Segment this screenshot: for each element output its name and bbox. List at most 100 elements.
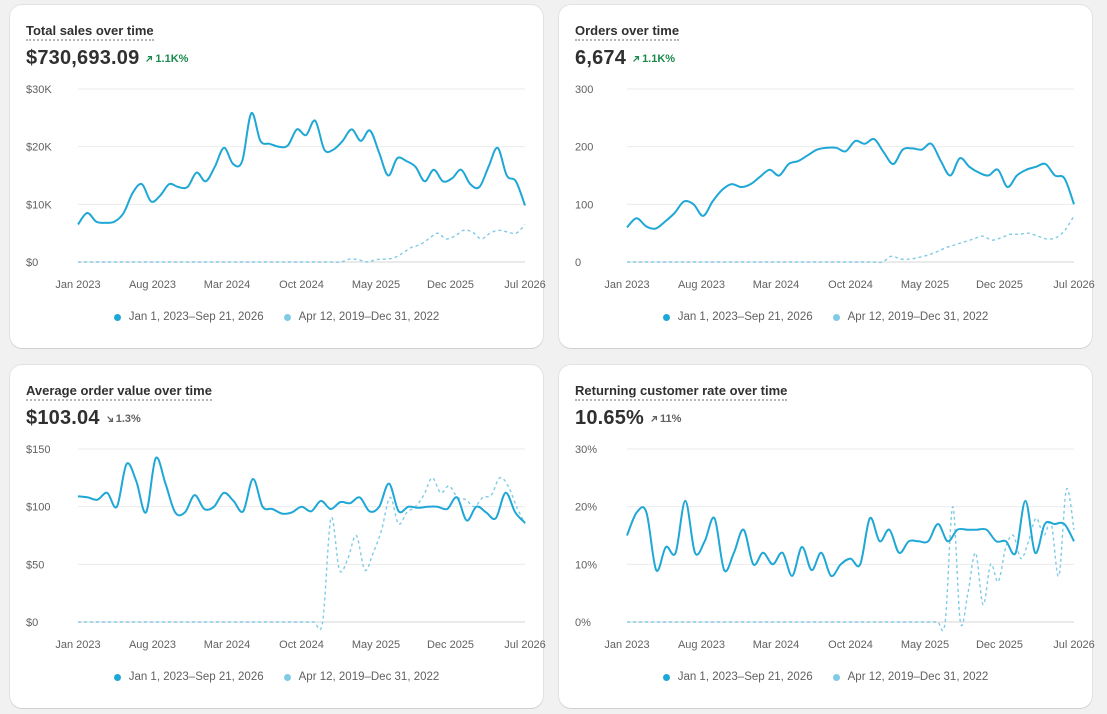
y-tick-label: 20% xyxy=(575,502,597,514)
y-tick-label: 30% xyxy=(575,444,597,456)
x-tick-label: Aug 2023 xyxy=(129,639,176,651)
x-tick-label: Aug 2023 xyxy=(678,279,725,291)
x-tick-label: Mar 2024 xyxy=(753,279,799,291)
legend-label: Jan 1, 2023–Sep 21, 2026 xyxy=(677,671,813,683)
chart-plot: 0% 10% 20% 30% Jan 2023 Aug 2023 Mar 2024 Oct 2… xyxy=(575,444,1095,651)
change-value: 1.1K% xyxy=(642,52,676,65)
comparison-series-line[interactable] xyxy=(77,224,526,263)
metric-value: 10.65% xyxy=(575,407,645,429)
change-value: 11% xyxy=(660,412,682,425)
chart-legend: Jan 1, 2023–Sep 21, 2026 Apr 12, 2019–De… xyxy=(559,671,1092,683)
x-tick-label: Jan 2023 xyxy=(55,639,100,651)
x-tick-label: Jul 2026 xyxy=(504,639,546,651)
x-tick-label: Oct 2024 xyxy=(279,279,324,291)
x-tick-label: Jan 2023 xyxy=(55,279,100,291)
metric-value: $103.04 xyxy=(26,407,100,429)
change-badge: 1.1K% xyxy=(145,53,188,65)
x-tick-label: Mar 2024 xyxy=(753,639,799,651)
x-tick-label: Oct 2024 xyxy=(279,639,324,651)
x-tick-label: Jan 2023 xyxy=(604,279,649,291)
legend-label: Apr 12, 2019–Dec 31, 2022 xyxy=(298,311,440,323)
legend-dot xyxy=(832,673,840,681)
x-tick-label: Dec 2025 xyxy=(427,279,474,291)
x-tick-label: Dec 2025 xyxy=(976,279,1023,291)
comparison-series-line[interactable] xyxy=(626,215,1075,264)
legend-item-comparison[interactable]: Apr 12, 2019–Dec 31, 2022 xyxy=(832,311,989,323)
legend-label: Apr 12, 2019–Dec 31, 2022 xyxy=(847,311,989,323)
y-tick-label: $150 xyxy=(26,444,50,456)
arrow-up-right-icon xyxy=(633,55,640,62)
x-tick-label: May 2025 xyxy=(352,639,400,651)
metric-value: 6,674 xyxy=(575,47,627,69)
y-tick-label: $0 xyxy=(26,617,38,629)
metric-row: 6,674 1.1K% xyxy=(575,47,675,70)
change-value: 1.3% xyxy=(115,412,141,425)
y-tick-label: 10% xyxy=(575,559,597,571)
primary-series-line[interactable] xyxy=(626,137,1075,230)
chart-plot: 0 100 200 300 Jan 2023 Aug 2023 Mar 2024 Oct 20… xyxy=(575,84,1095,291)
change-badge: 11% xyxy=(650,413,681,425)
arrow-up-right-icon xyxy=(651,415,658,422)
x-tick-label: Mar 2024 xyxy=(204,279,250,291)
change-badge: 1.1K% xyxy=(632,53,675,65)
legend-dot xyxy=(113,313,121,321)
y-tick-label: 0 xyxy=(575,257,581,269)
y-tick-label: 100 xyxy=(575,199,593,211)
x-tick-label: May 2025 xyxy=(901,639,949,651)
y-tick-label: $20K xyxy=(26,142,52,154)
legend-dot xyxy=(113,673,121,681)
x-tick-label: May 2025 xyxy=(901,279,949,291)
legend-item-comparison[interactable]: Apr 12, 2019–Dec 31, 2022 xyxy=(283,311,440,323)
card-title[interactable]: Returning customer rate over time xyxy=(575,383,788,401)
legend-item-comparison[interactable]: Apr 12, 2019–Dec 31, 2022 xyxy=(832,671,989,683)
legend-label: Apr 12, 2019–Dec 31, 2022 xyxy=(847,671,989,683)
legend-item-primary[interactable]: Jan 1, 2023–Sep 21, 2026 xyxy=(113,311,264,323)
change-value: 1.1K% xyxy=(155,52,189,65)
chart-legend: Jan 1, 2023–Sep 21, 2026 Apr 12, 2019–De… xyxy=(559,311,1092,323)
metric-value: $730,693.09 xyxy=(26,47,140,69)
x-tick-label: Jul 2026 xyxy=(1053,639,1095,651)
card-title[interactable]: Total sales over time xyxy=(26,23,154,41)
primary-series-line[interactable] xyxy=(77,112,526,226)
chart-plot: $0 $50 $100 $150 Jan 2023 Aug 2023 Mar 2024 Oct… xyxy=(26,444,546,651)
card-title[interactable]: Orders over time xyxy=(575,23,680,41)
arrow-down-right-icon xyxy=(106,415,113,422)
change-badge: 1.3% xyxy=(106,413,141,425)
x-tick-label: Jul 2026 xyxy=(1053,279,1095,291)
chart-legend: Jan 1, 2023–Sep 21, 2026 Apr 12, 2019–De… xyxy=(10,311,543,323)
x-tick-label: Dec 2025 xyxy=(976,639,1023,651)
y-tick-label: $100 xyxy=(26,502,50,514)
y-tick-label: $10K xyxy=(26,199,52,211)
x-tick-label: Aug 2023 xyxy=(129,279,176,291)
x-tick-label: Mar 2024 xyxy=(204,639,250,651)
primary-series-line[interactable] xyxy=(626,499,1075,578)
legend-item-primary[interactable]: Jan 1, 2023–Sep 21, 2026 xyxy=(113,671,264,683)
primary-series-line[interactable] xyxy=(77,456,526,524)
x-tick-label: Dec 2025 xyxy=(427,639,474,651)
total-sales-card: Total sales over time $730,693.09 1.1K% … xyxy=(10,5,546,348)
legend-dot xyxy=(283,673,291,681)
legend-item-comparison[interactable]: Apr 12, 2019–Dec 31, 2022 xyxy=(283,671,440,683)
x-tick-label: Oct 2024 xyxy=(828,279,873,291)
metric-row: $730,693.09 1.1K% xyxy=(26,47,188,70)
y-tick-label: $30K xyxy=(26,84,52,96)
x-tick-label: Oct 2024 xyxy=(828,639,873,651)
y-tick-label: $50 xyxy=(26,559,44,571)
legend-dot xyxy=(662,313,670,321)
metric-row: $103.04 1.3% xyxy=(26,407,141,430)
legend-label: Apr 12, 2019–Dec 31, 2022 xyxy=(298,671,440,683)
card-title[interactable]: Average order value over time xyxy=(26,383,212,401)
y-tick-label: 200 xyxy=(575,142,593,154)
x-tick-label: Jan 2023 xyxy=(604,639,649,651)
legend-item-primary[interactable]: Jan 1, 2023–Sep 21, 2026 xyxy=(662,671,813,683)
arrow-up-right-icon xyxy=(146,55,153,62)
legend-dot xyxy=(283,313,291,321)
legend-dot xyxy=(832,313,840,321)
legend-item-primary[interactable]: Jan 1, 2023–Sep 21, 2026 xyxy=(662,311,813,323)
legend-dot xyxy=(662,673,670,681)
y-tick-label: $0 xyxy=(26,257,38,269)
orders-card: Orders over time 6,674 1.1K% 0 100 200 300 J… xyxy=(559,5,1095,348)
legend-label: Jan 1, 2023–Sep 21, 2026 xyxy=(128,671,264,683)
chart-plot: $0 $10K $20K $30K Jan 2023 Aug 2023 Mar 2024 Oc… xyxy=(26,84,546,291)
metric-row: 10.65% 11% xyxy=(575,407,681,430)
